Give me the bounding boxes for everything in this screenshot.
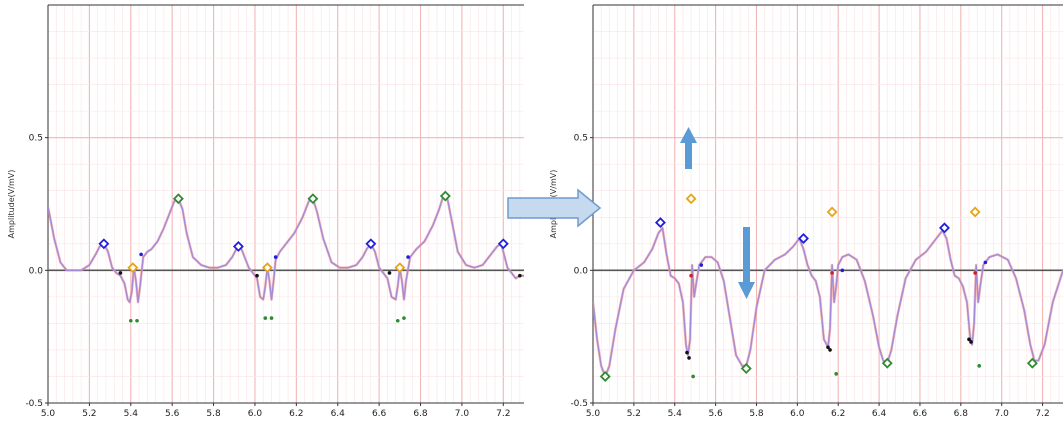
left-ecg-panel: 5.0 5.2 5.4 5.6 5.8 6.0 6.2 6.4 6.6 6.8 7.0 7.2 -0.5… — [7, 4, 524, 419]
marker-t-wave — [1026, 357, 1038, 369]
marker-t-wave — [599, 370, 611, 382]
x-tick-label: 5.6 — [708, 409, 723, 419]
x-tick-label: 5.8 — [749, 409, 764, 419]
right-ecg-panel: 5.0 5.2 5.4 5.6 5.8 6.0 6.2 6.4 6.6 6.8 7.0 7.2 -0.5… — [549, 4, 1063, 419]
marker-t-wave — [881, 357, 893, 369]
axes-left: 5.0 5.2 5.4 5.6 5.8 6.0 6.2 6.4 6.6 6.8 7.0 7.2 -0.5… — [25, 4, 524, 419]
x-tick-label: 6.4 — [331, 409, 346, 419]
markers-right — [599, 193, 1038, 382]
marker-j-point — [273, 255, 278, 259]
x-tick-label: 5.8 — [206, 409, 221, 419]
x-tick-label: 5.4 — [668, 409, 683, 419]
x-tick-label: 6.4 — [872, 409, 887, 419]
markers-left — [98, 190, 522, 323]
marker-t-wave — [740, 363, 752, 374]
marker-s-point — [263, 316, 268, 320]
x-tick-label: 7.2 — [496, 409, 510, 419]
transform-arrow-icon — [507, 188, 602, 228]
ecg-signal-line — [48, 195, 524, 303]
marker-j-point — [699, 263, 704, 267]
marker-p-wave — [365, 238, 377, 250]
x-tick-label: 6.6 — [372, 409, 387, 419]
signal-right — [593, 226, 1063, 378]
marker-p-wave — [232, 240, 244, 252]
plot-area-left — [48, 5, 524, 403]
marker-r-base-point — [973, 271, 977, 275]
marker-s-point — [269, 316, 274, 320]
marker-p-wave — [939, 222, 950, 234]
marker-q-point — [255, 273, 259, 278]
marker-t-wave — [307, 193, 319, 205]
x-tick-label: 6.8 — [413, 409, 428, 419]
marker-j-point — [139, 252, 143, 257]
axes-right: 5.0 5.2 5.4 5.6 5.8 6.0 6.2 6.4 6.6 6.8 7.0 7.2 -0.5… — [570, 4, 1063, 419]
marker-q-point — [967, 337, 971, 342]
marker-s-point — [135, 318, 139, 323]
y-tick-label: -0.5 — [25, 399, 43, 409]
up-arrow-icon — [680, 127, 697, 169]
y-tick-label: 0.5 — [574, 134, 588, 144]
y-tick-label: 0.0 — [29, 266, 44, 276]
x-tick-label: 5.0 — [41, 409, 56, 419]
marker-j-point — [983, 260, 988, 265]
x-tick-label: 6.0 — [248, 409, 263, 419]
x-tick-label: 6.2 — [289, 409, 303, 419]
marker-r-base-point — [830, 271, 834, 275]
x-tick-label: 5.2 — [82, 409, 96, 419]
marker-r-wave — [685, 193, 697, 205]
marker-s-point — [128, 318, 133, 323]
down-arrow-icon — [738, 227, 755, 299]
marker-r-base-point — [689, 273, 693, 278]
ecg-signal-line — [593, 227, 1063, 378]
marker-q-point — [969, 340, 973, 344]
marker-s-point — [977, 364, 982, 368]
marker-t-wave — [439, 190, 451, 202]
marker-r-wave — [394, 262, 406, 274]
x-tick-label: 5.2 — [627, 409, 641, 419]
x-tick-label: 7.0 — [995, 409, 1010, 419]
y-tick-label: 0.5 — [29, 134, 43, 144]
marker-t-wave — [172, 193, 184, 205]
x-tick-label: 6.2 — [831, 409, 845, 419]
marker-q-point — [828, 348, 832, 352]
x-tick-label: 5.6 — [165, 409, 180, 419]
marker-j-point — [406, 255, 410, 259]
ecg-grid-right — [592, 4, 1063, 404]
x-tick-label: 6.6 — [913, 409, 928, 419]
x-tick-label: 5.4 — [124, 409, 139, 419]
x-tick-label: 6.8 — [954, 409, 969, 419]
marker-q-point — [387, 271, 392, 275]
marker-p-wave — [798, 233, 809, 244]
y-tick-label: -0.5 — [570, 399, 588, 409]
x-tick-label: 6.0 — [790, 409, 805, 419]
marker-s-point — [402, 316, 406, 320]
ecg-grid-left — [47, 4, 524, 404]
signal-left — [48, 194, 524, 304]
marker-r-wave — [826, 206, 838, 218]
x-tick-label: 7.0 — [455, 409, 470, 419]
marker-j-point — [840, 268, 845, 273]
marker-r-wave — [969, 206, 981, 218]
x-tick-label: 5.0 — [586, 409, 601, 419]
marker-p-wave — [654, 217, 666, 229]
marker-p-wave — [497, 238, 509, 250]
marker-q-point — [685, 350, 689, 355]
marker-p-wave — [98, 238, 110, 250]
y-tick-label: 0.0 — [574, 266, 589, 276]
marker-s-point — [834, 372, 838, 376]
marker-q-point — [118, 271, 123, 275]
marker-q-point — [826, 345, 830, 350]
marker-s-point — [395, 318, 400, 323]
marker-q-point — [687, 356, 691, 360]
marker-r-wave — [261, 262, 273, 274]
marker-s-point — [691, 374, 695, 379]
marker-r-wave — [127, 262, 139, 274]
y-axis-label-left: Amplitude(V/mV) — [7, 170, 16, 239]
x-tick-label: 7.2 — [1035, 409, 1049, 419]
marker-q-point — [518, 273, 522, 278]
